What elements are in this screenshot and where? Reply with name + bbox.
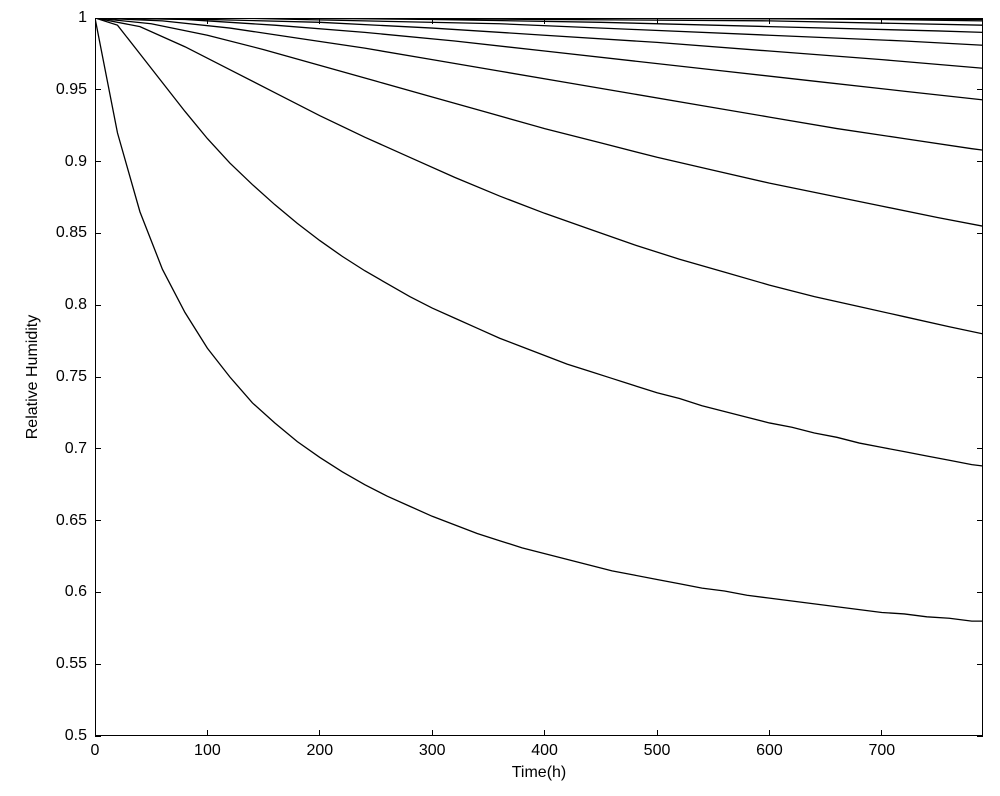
y-tick-right: [977, 736, 983, 737]
y-tick-right: [977, 161, 983, 162]
y-tick: [95, 592, 101, 593]
y-tick-right: [977, 305, 983, 306]
y-axis-label: Relative Humidity: [24, 315, 42, 439]
axis-border: [95, 18, 983, 736]
x-tick-label: 200: [306, 742, 333, 760]
y-tick: [95, 89, 101, 90]
x-tick-label: 400: [531, 742, 558, 760]
x-tick-top: [95, 18, 96, 24]
x-tick: [881, 730, 882, 736]
y-tick: [95, 448, 101, 449]
y-tick: [95, 18, 101, 19]
y-tick-right: [977, 592, 983, 593]
y-tick: [95, 736, 101, 737]
x-tick-label: 0: [91, 742, 100, 760]
plot-area: 01002003004005006007000.50.550.60.650.70…: [95, 18, 983, 736]
x-tick: [544, 730, 545, 736]
y-tick-label: 0.75: [56, 368, 87, 386]
y-tick: [95, 664, 101, 665]
y-tick-right: [977, 233, 983, 234]
y-tick-label: 0.95: [56, 81, 87, 99]
y-tick-right: [977, 448, 983, 449]
series-line: [95, 18, 983, 226]
series-line: [95, 18, 983, 100]
y-tick-right: [977, 89, 983, 90]
x-tick-label: 100: [194, 742, 221, 760]
y-tick-right: [977, 18, 983, 19]
y-tick: [95, 233, 101, 234]
y-tick-label: 0.85: [56, 224, 87, 242]
x-tick: [769, 730, 770, 736]
series-line: [95, 18, 983, 334]
x-tick-top: [432, 18, 433, 24]
curves-svg: [95, 18, 983, 736]
y-tick-label: 0.9: [65, 153, 87, 171]
x-tick-top: [544, 18, 545, 24]
y-tick: [95, 377, 101, 378]
series-line: [95, 18, 983, 68]
x-axis-label: Time(h): [512, 764, 567, 782]
y-tick: [95, 305, 101, 306]
y-tick-label: 0.65: [56, 512, 87, 530]
y-tick-label: 1: [78, 9, 87, 27]
y-tick: [95, 520, 101, 521]
series-line: [95, 18, 983, 150]
x-tick-top: [657, 18, 658, 24]
y-tick-label: 0.55: [56, 655, 87, 673]
y-tick: [95, 161, 101, 162]
x-tick: [657, 730, 658, 736]
series-line: [95, 18, 983, 45]
y-tick-right: [977, 520, 983, 521]
series-line: [95, 18, 983, 32]
series-line: [95, 18, 983, 466]
x-tick-top: [881, 18, 882, 24]
x-tick-label: 500: [644, 742, 671, 760]
y-tick-label: 0.7: [65, 440, 87, 458]
x-tick-label: 700: [868, 742, 895, 760]
x-tick-label: 300: [419, 742, 446, 760]
series-line: [95, 18, 983, 621]
series-line: [95, 18, 983, 25]
series-line: [95, 18, 983, 19]
chart-figure: 0 100 200 300 400 500 600 700 0.5 0.55 0.6 0.65 0.7 0…: [0, 0, 1000, 796]
y-tick-label: 0.8: [65, 296, 87, 314]
x-tick: [432, 730, 433, 736]
x-tick-label: 600: [756, 742, 783, 760]
y-tick-right: [977, 377, 983, 378]
x-tick: [207, 730, 208, 736]
x-tick-top: [769, 18, 770, 24]
x-tick-top: [207, 18, 208, 24]
x-tick: [319, 730, 320, 736]
y-tick-right: [977, 664, 983, 665]
y-tick-label: 0.5: [65, 727, 87, 745]
y-tick-label: 0.6: [65, 583, 87, 601]
x-tick-top: [319, 18, 320, 24]
series-line: [95, 18, 983, 21]
